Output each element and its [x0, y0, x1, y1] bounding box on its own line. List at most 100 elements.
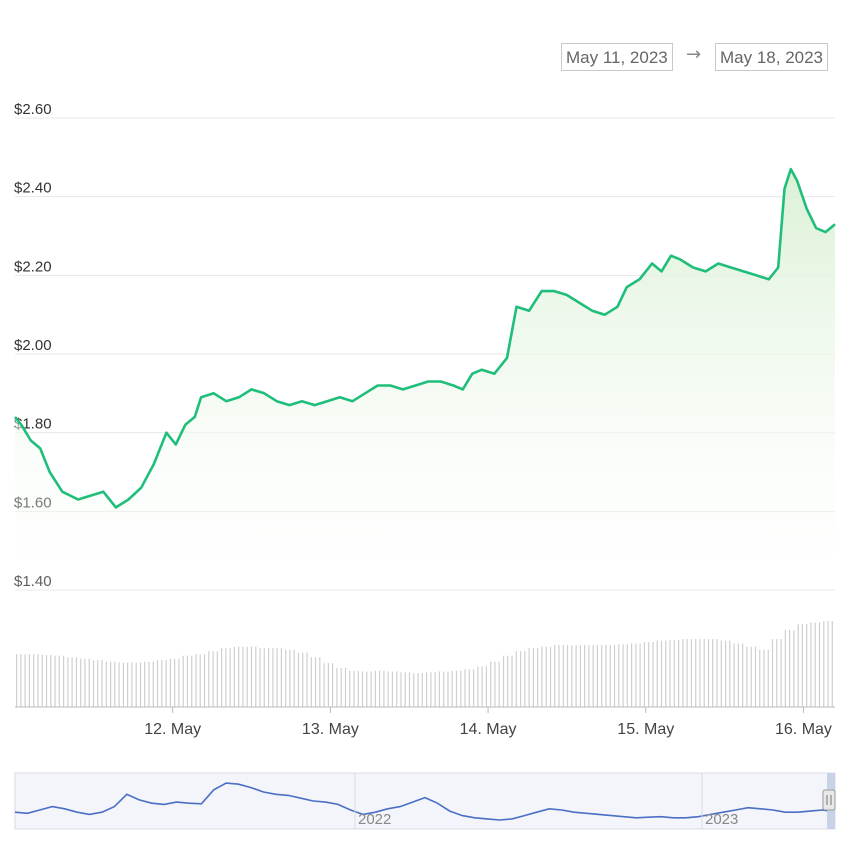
volume-bar	[451, 670, 453, 707]
volume-bar	[50, 654, 52, 707]
volume-bar	[225, 648, 227, 707]
volume-bar	[156, 660, 159, 707]
volume-bar	[71, 657, 73, 707]
volume-bar	[387, 671, 389, 707]
volume-bar	[28, 654, 30, 707]
volume-bar	[344, 667, 347, 707]
volume-bar	[575, 645, 577, 707]
volume-bar	[122, 662, 124, 707]
volume-bar	[468, 669, 470, 707]
x-tick-label: 13. May	[302, 721, 359, 738]
volume-bar	[707, 639, 710, 707]
volume-bar	[712, 639, 714, 707]
volume-bar	[310, 657, 312, 707]
volume-bar	[285, 649, 287, 707]
volume-bar	[118, 662, 120, 707]
volume-bar	[771, 639, 774, 707]
volume-bar	[97, 660, 99, 707]
volume-bar	[75, 657, 77, 707]
volume-bar	[366, 671, 368, 707]
volume-bar	[750, 646, 752, 707]
volume-bar	[631, 643, 633, 707]
volume-bar	[605, 645, 607, 707]
volume-bar	[806, 624, 808, 707]
volume-bar	[353, 670, 355, 707]
volume-bar	[391, 671, 393, 707]
volume-bar	[678, 639, 680, 707]
volume-bar	[481, 666, 483, 707]
navigator-handle[interactable]	[822, 789, 836, 811]
volume-bar	[361, 671, 364, 707]
volume-bar	[178, 658, 180, 707]
volume-bar	[114, 661, 116, 707]
volume-bar	[763, 649, 765, 707]
volume-bar	[665, 640, 667, 707]
volume-bar	[669, 639, 671, 707]
volume-bar	[92, 660, 95, 707]
volume-bar	[80, 658, 82, 707]
volume-bar	[413, 673, 415, 707]
volume-bar	[45, 654, 48, 707]
volume-bar	[699, 639, 701, 707]
volume-bar	[421, 673, 423, 707]
volume-bar	[656, 640, 658, 707]
range-start-input[interactable]: May 11, 2023	[561, 43, 673, 71]
volume-bar	[520, 651, 522, 707]
volume-bar	[105, 661, 107, 707]
volume-bar	[810, 622, 812, 707]
volume-bar	[259, 648, 261, 707]
volume-bar	[293, 649, 295, 707]
volume-bar	[464, 669, 466, 707]
volume-bar	[332, 663, 334, 707]
volume-bar	[639, 643, 641, 707]
volume-bar	[613, 645, 616, 707]
volume-bar	[831, 621, 833, 707]
volume-bar	[438, 671, 440, 707]
volume-bar	[643, 642, 645, 707]
volume-bar	[789, 630, 791, 707]
price-line	[13, 167, 836, 509]
volume-bar	[626, 644, 628, 707]
volume-bar	[37, 654, 39, 707]
volume-bar	[165, 660, 167, 707]
range-end-input[interactable]: May 18, 2023	[715, 43, 829, 71]
volume-bar	[263, 648, 265, 707]
volume-bar	[609, 645, 611, 707]
volume-bar	[652, 642, 654, 707]
navigator-line	[14, 782, 836, 821]
volume-bar	[191, 655, 193, 707]
volume-bar	[16, 654, 18, 707]
volume-bar	[502, 655, 505, 707]
range-arrow-icon: →	[686, 44, 702, 65]
volume-bar	[370, 671, 372, 707]
volume-bar	[54, 655, 56, 707]
volume-bar	[823, 621, 825, 707]
volume-bar	[507, 655, 509, 707]
volume-bar	[195, 654, 197, 707]
volume-bar	[33, 654, 35, 707]
volume-bar	[250, 646, 253, 707]
volume-bar	[426, 672, 428, 707]
volume-bar	[208, 651, 210, 707]
volume-bar	[203, 654, 206, 707]
volume-bar	[139, 662, 142, 707]
volume-bar	[818, 622, 821, 707]
volume-bar	[746, 646, 748, 707]
volume-bar	[477, 666, 479, 707]
volume-bar	[131, 662, 133, 707]
volume-bar	[797, 624, 799, 707]
volume-bar	[592, 645, 594, 707]
volume-bar	[148, 661, 150, 707]
volume-bar	[673, 639, 675, 707]
volume-bar	[20, 654, 22, 707]
volume-bar	[686, 639, 688, 707]
volume-bar	[212, 651, 214, 707]
volume-bar	[323, 663, 325, 707]
volume-bar	[485, 666, 487, 707]
volume-bar	[754, 646, 757, 707]
volume-bar	[63, 655, 65, 707]
volume-bar	[327, 663, 329, 707]
volume-bar	[767, 649, 769, 707]
volume-bar	[336, 667, 338, 707]
volume-bar	[558, 645, 560, 707]
